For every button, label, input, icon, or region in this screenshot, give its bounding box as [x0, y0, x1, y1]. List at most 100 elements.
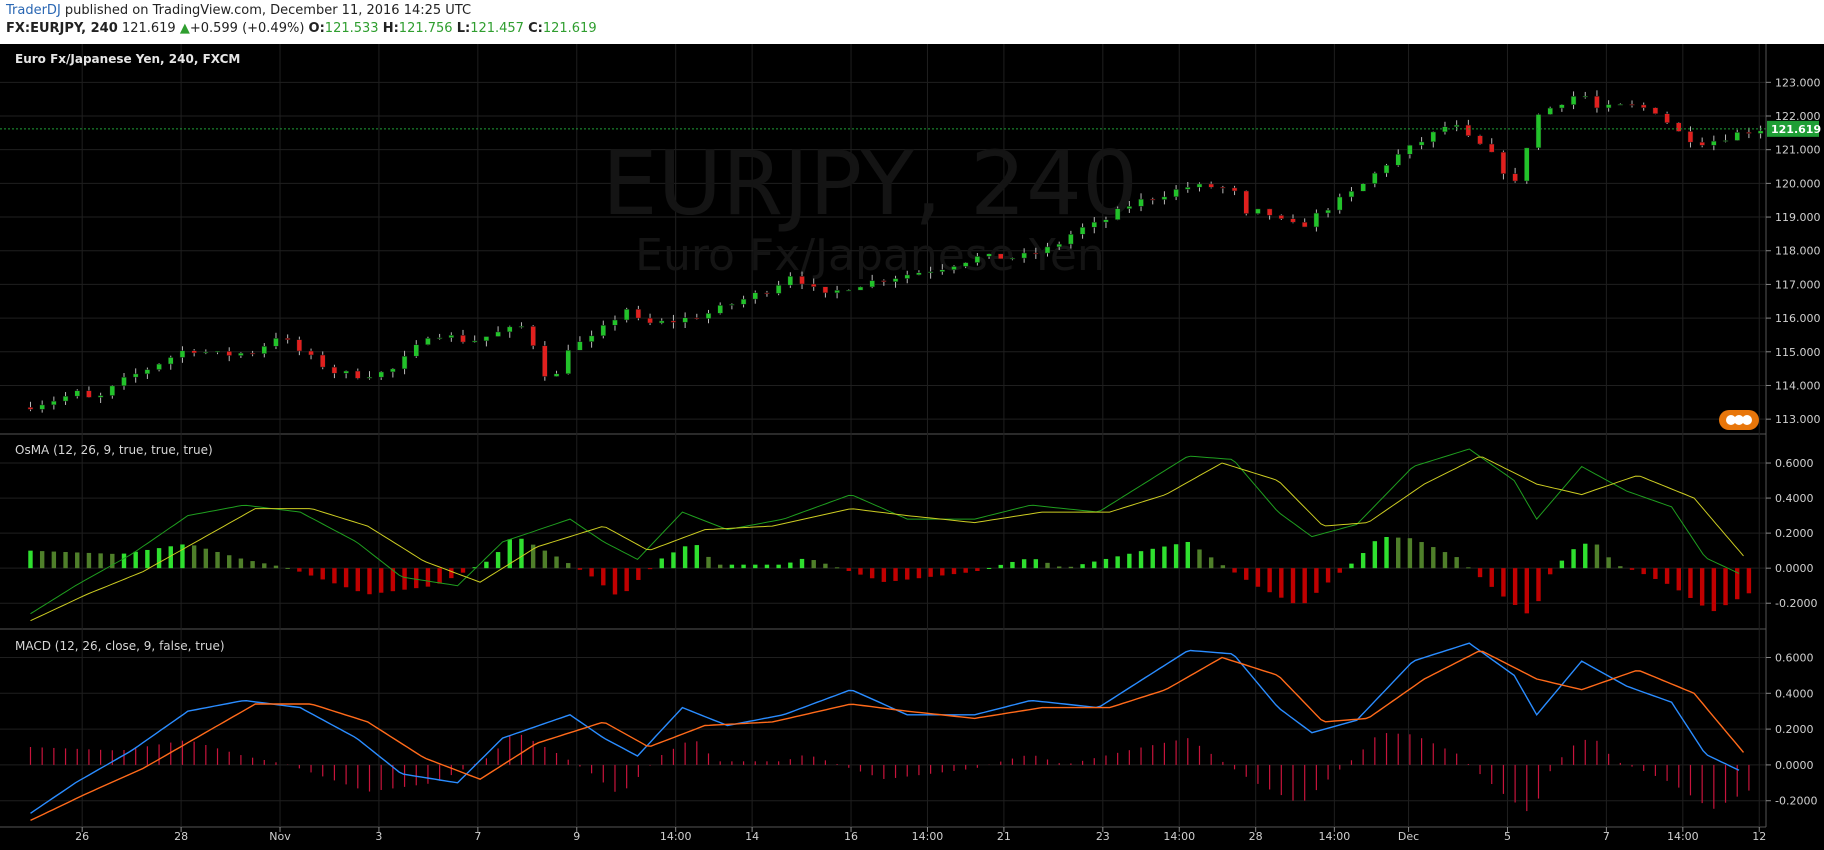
candle[interactable] [1477, 134, 1483, 145]
candle[interactable] [1290, 214, 1296, 224]
candle[interactable] [1442, 121, 1448, 135]
candle[interactable] [1664, 111, 1670, 124]
candle[interactable] [1114, 206, 1121, 221]
candle[interactable] [916, 270, 922, 276]
candle[interactable] [296, 336, 303, 356]
candle[interactable] [1524, 147, 1530, 184]
candle[interactable] [600, 320, 607, 339]
candle[interactable] [343, 370, 349, 379]
candle[interactable] [588, 330, 595, 348]
candle[interactable] [1348, 187, 1355, 202]
candle[interactable] [1021, 248, 1027, 263]
candle[interactable] [1313, 209, 1320, 232]
candle[interactable] [1079, 223, 1086, 239]
candle[interactable] [308, 348, 314, 360]
candle[interactable] [986, 253, 992, 259]
candle[interactable] [1617, 103, 1624, 106]
candle[interactable] [1734, 129, 1740, 141]
candle[interactable] [658, 318, 665, 325]
candle[interactable] [1208, 181, 1214, 189]
candle[interactable] [1512, 167, 1518, 183]
candle[interactable] [518, 322, 525, 329]
candle[interactable] [892, 275, 899, 288]
candle[interactable] [261, 343, 268, 358]
candle[interactable] [647, 313, 653, 326]
candle[interactable] [670, 314, 677, 329]
candle[interactable] [436, 333, 443, 340]
candle[interactable] [857, 286, 864, 291]
candle[interactable] [495, 326, 501, 337]
macd-pane[interactable] [29, 642, 1750, 822]
candle[interactable] [62, 392, 69, 405]
candle[interactable] [846, 289, 852, 292]
candle[interactable] [1547, 106, 1553, 115]
candle[interactable] [1383, 163, 1390, 177]
candle[interactable] [483, 336, 490, 347]
candle[interactable] [1430, 131, 1437, 148]
candle[interactable] [1337, 193, 1343, 214]
candle[interactable] [366, 371, 373, 380]
osma-pane[interactable] [28, 448, 1752, 622]
candle[interactable] [460, 329, 466, 344]
candle[interactable] [951, 265, 957, 274]
candle[interactable] [109, 385, 116, 399]
candle[interactable] [962, 262, 969, 269]
candle[interactable] [1243, 190, 1249, 216]
candle[interactable] [612, 315, 618, 331]
candle[interactable] [927, 266, 934, 279]
candle[interactable] [1605, 100, 1612, 112]
candle[interactable] [682, 312, 688, 328]
candle[interactable] [752, 290, 759, 304]
candle[interactable] [97, 392, 104, 403]
candle[interactable] [39, 400, 45, 413]
candle[interactable] [1231, 185, 1238, 196]
candle[interactable] [355, 368, 361, 380]
candle[interactable] [507, 325, 513, 338]
chart-canvas[interactable]: EURJPY, 240 Euro Fx/Japanese Yen 113.000… [0, 44, 1824, 850]
candle[interactable] [1652, 107, 1659, 115]
candle[interactable] [1325, 208, 1331, 218]
candle[interactable] [1488, 138, 1495, 153]
candle[interactable] [694, 313, 700, 320]
candle[interactable] [764, 290, 770, 297]
candle[interactable] [740, 295, 747, 308]
candle[interactable] [86, 386, 92, 398]
candle[interactable] [1535, 113, 1542, 150]
candle[interactable] [132, 368, 139, 383]
candle[interactable] [834, 285, 840, 299]
candle[interactable] [1570, 91, 1577, 110]
candle[interactable] [74, 389, 80, 399]
candle[interactable] [425, 336, 431, 346]
candle[interactable] [1278, 214, 1285, 220]
candle[interactable] [179, 346, 186, 363]
candle[interactable] [1149, 197, 1156, 205]
candle[interactable] [1266, 208, 1273, 220]
candle[interactable] [1699, 137, 1705, 148]
candle[interactable] [553, 370, 560, 377]
candle[interactable] [1056, 241, 1062, 250]
candle[interactable] [1255, 208, 1261, 215]
candle[interactable] [226, 347, 232, 362]
candle[interactable] [1559, 104, 1565, 112]
candle[interactable] [577, 336, 583, 351]
candle[interactable] [1091, 217, 1098, 234]
candle[interactable] [729, 303, 735, 310]
candle[interactable] [319, 351, 326, 370]
candle[interactable] [705, 309, 712, 324]
candle[interactable] [191, 349, 197, 357]
candle[interactable] [401, 350, 408, 375]
candle[interactable] [413, 340, 420, 358]
candle[interactable] [998, 253, 1004, 260]
candle[interactable] [168, 355, 174, 370]
candle[interactable] [1161, 191, 1168, 205]
candle[interactable] [787, 272, 794, 288]
candle[interactable] [775, 280, 782, 296]
candle[interactable] [27, 401, 34, 412]
y-axes[interactable]: 113.000 114.000 115.000 116.000 117.000 118.0… [1765, 44, 1824, 850]
candle[interactable] [1033, 247, 1039, 259]
candle[interactable] [542, 341, 548, 381]
candle[interactable] [448, 332, 455, 342]
candle[interactable] [1418, 137, 1425, 150]
candle[interactable] [1640, 102, 1647, 111]
candle[interactable] [1722, 134, 1729, 143]
